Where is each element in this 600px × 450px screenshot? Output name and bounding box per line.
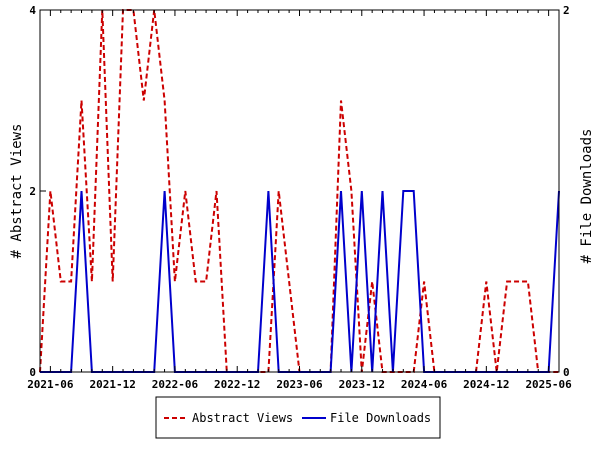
y-tick-label: 4 — [29, 4, 36, 17]
y2-axis-title: # File Downloads — [579, 129, 595, 264]
series-layer — [39, 9, 560, 373]
y-tick-label: 0 — [29, 366, 36, 379]
y-axis-title: # Abstract Views — [9, 124, 25, 259]
x-tick-label: 2022-12 — [214, 378, 260, 391]
x-axis: 2021-06 2021-12 2022-06 2022-12 2023-06 2023-… — [27, 10, 572, 391]
legend-label-abstract-views: Abstract Views — [192, 411, 293, 425]
x-tick-label: 2023-06 — [276, 378, 323, 391]
legend-label-file-downloads: File Downloads — [330, 411, 431, 425]
x-tick-label: 2021-06 — [27, 378, 74, 391]
x-tick-label: 2021-12 — [89, 378, 135, 391]
y2-tick-label: 0 — [563, 366, 570, 379]
y2-tick-label: 2 — [563, 4, 570, 17]
x-tick-label: 2023-12 — [339, 378, 385, 391]
y-axis-right: 02 — [553, 4, 570, 379]
plot-frame — [39, 9, 560, 373]
series-line-abstract-views — [39, 9, 559, 373]
series-line-file-downloads — [40, 190, 560, 373]
y-axis-left: 0 2 4 — [29, 4, 46, 379]
legend: Abstract Views File Downloads — [155, 396, 441, 439]
x-tick-label: 2024-06 — [401, 378, 448, 391]
legend-box — [155, 396, 441, 439]
x-tick-label: 2024-12 — [463, 378, 509, 391]
x-tick-label: 2022-06 — [152, 378, 199, 391]
x-tick-label: 2025-06 — [525, 378, 572, 391]
y-tick-label: 2 — [29, 185, 36, 198]
